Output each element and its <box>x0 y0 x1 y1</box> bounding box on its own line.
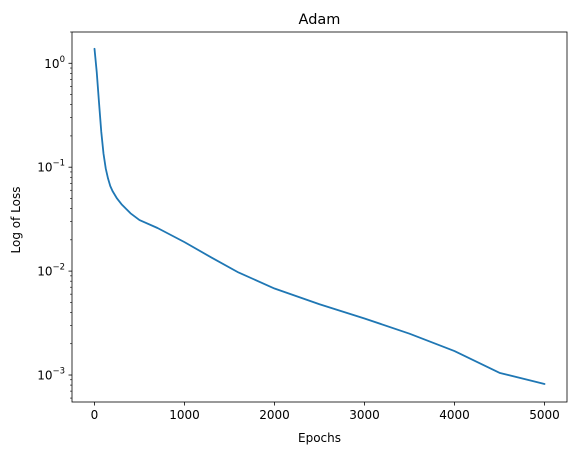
y-tick-exponent: −2 <box>52 263 65 273</box>
y-axis-title: Log of Loss <box>9 187 23 254</box>
x-tick-label: 0 <box>91 408 99 422</box>
series-line <box>93 47 546 385</box>
x-tick-label: 5000 <box>529 408 560 422</box>
x-tick-label: 2000 <box>259 408 290 422</box>
y-tick-label: 10−3 <box>37 367 65 383</box>
x-axis-title: Epochs <box>298 431 341 445</box>
y-tick-exponent: −1 <box>52 159 65 169</box>
y-tick-exponent: 0 <box>60 55 65 65</box>
y-tick-base: 10 <box>37 265 52 279</box>
y-tick-base: 10 <box>37 161 52 175</box>
y-tick-base: 10 <box>37 369 52 383</box>
plot-frame <box>71 31 568 403</box>
x-tick-label: 1000 <box>169 408 200 422</box>
y-tick-base: 10 <box>44 57 59 71</box>
y-tick-label: 10−1 <box>37 159 65 175</box>
y-tick-exponent: −3 <box>52 367 65 377</box>
series-layer <box>93 47 546 385</box>
chart-title: Adam <box>299 12 341 28</box>
y-tick-label: 10−2 <box>37 263 65 279</box>
x-tick-label: 4000 <box>439 408 470 422</box>
x-tick-label: 3000 <box>349 408 380 422</box>
y-tick-label: 100 <box>44 55 65 71</box>
